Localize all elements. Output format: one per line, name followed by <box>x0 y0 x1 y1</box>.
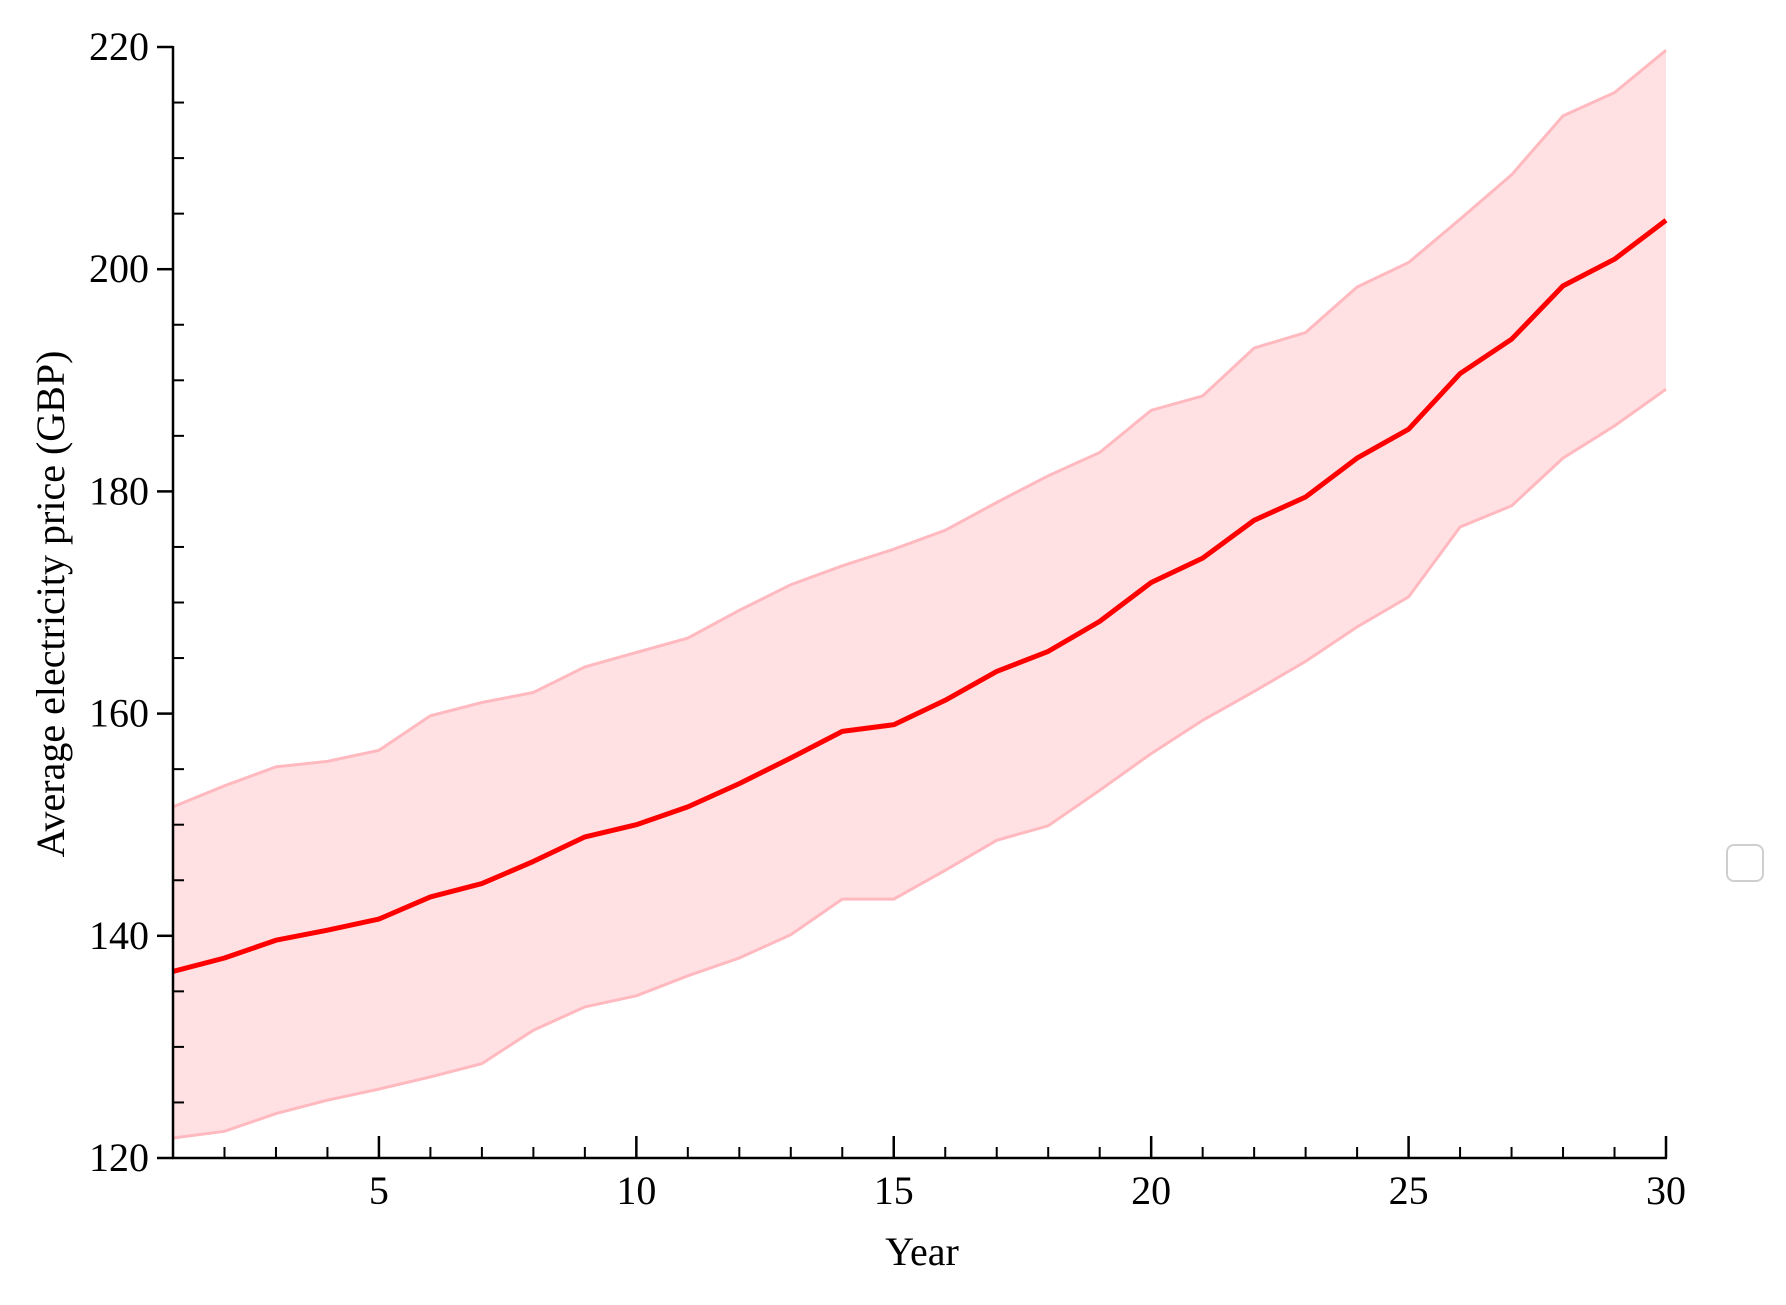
band-upper-edge <box>172 49 1667 809</box>
x-tick-label: 5 <box>369 1168 389 1213</box>
legend-box <box>1726 844 1764 882</box>
tick-marks <box>157 45 1668 1160</box>
x-axis-label: Year <box>885 1229 959 1274</box>
y-tick-label: 160 <box>89 691 149 736</box>
y-tick-label: 180 <box>89 468 149 513</box>
y-tick-label: 140 <box>89 913 149 958</box>
y-tick-label: 200 <box>89 246 149 291</box>
x-tick-label: 15 <box>874 1168 914 1213</box>
y-tick-label: 220 <box>89 24 149 69</box>
x-tick-label: 20 <box>1131 1168 1171 1213</box>
x-tick-label: 25 <box>1389 1168 1429 1213</box>
series-line-layer <box>172 218 1668 974</box>
tick-labels: 120 140 160 180 200 220 5 10 15 20 25 30 <box>89 24 1686 1213</box>
x-tick-label: 30 <box>1646 1168 1686 1213</box>
series-line <box>172 218 1668 974</box>
confidence-band <box>173 50 1666 1138</box>
x-tick-label: 10 <box>616 1168 656 1213</box>
y-tick-label: 120 <box>89 1135 149 1180</box>
y-axis-label: Average electricity price (GBP) <box>28 351 73 858</box>
band-lower-edge <box>172 387 1667 1140</box>
confidence-band-layer <box>172 49 1667 1140</box>
